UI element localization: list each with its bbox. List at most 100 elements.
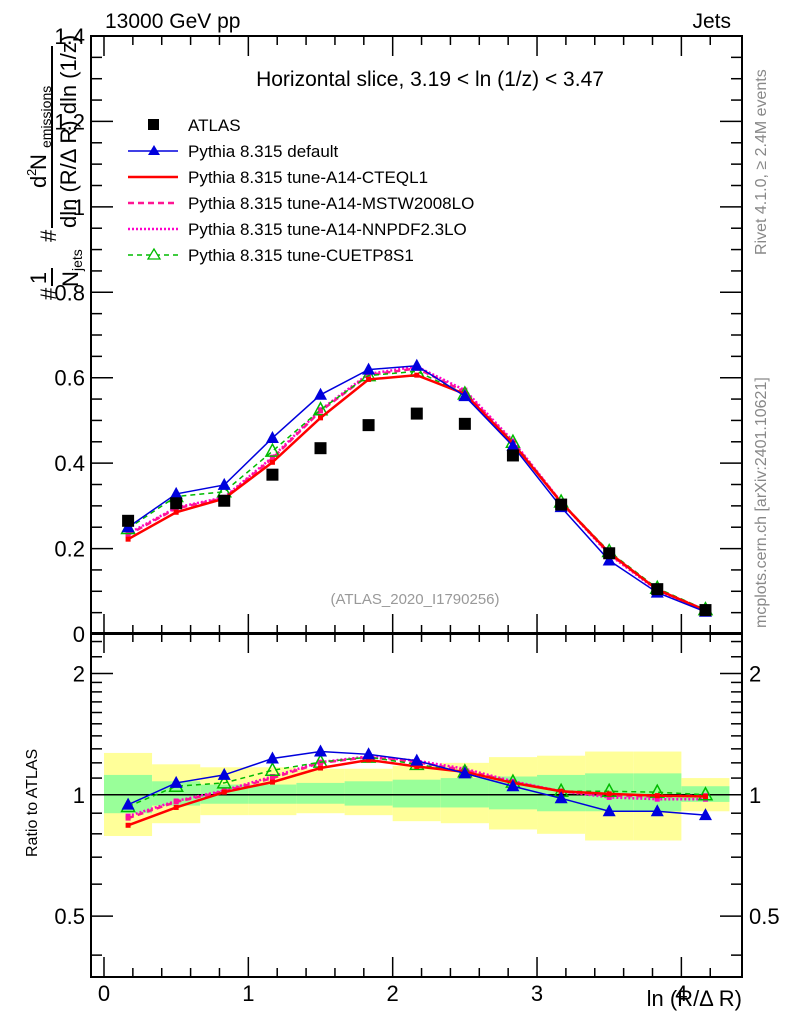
- atlas-data-point: [458, 417, 471, 430]
- ratio-band-1sigma: [344, 781, 393, 806]
- ylabel-frac1-den: N: [58, 271, 83, 287]
- atlas-data-point: [218, 494, 231, 507]
- legend-entry-label: ATLAS: [188, 116, 241, 135]
- legend-triangle-open-icon: [146, 247, 162, 260]
- main-series-line-0: [127, 364, 706, 613]
- ratio-series-0-marker: [362, 747, 376, 760]
- mcplots-source-label: mcplots.cern.ch [arXiv:2401.10621]: [753, 377, 770, 628]
- x-tick-label: 1: [242, 981, 254, 1006]
- main-y-tick-label: 1.2: [54, 109, 85, 134]
- ratio-axis-ticks: [90, 632, 743, 978]
- atlas-data-point: [603, 547, 616, 560]
- ratio-series-line-4: [127, 756, 706, 808]
- main-series-line-4: [127, 370, 706, 611]
- main-panel: 0 0.2 0.4 0.6 0.8 1 1.2 1.4 Horizontal slice, 3…: [54, 24, 743, 647]
- main-series-1-marker: [366, 376, 372, 382]
- ratio-series-1-marker: [654, 793, 660, 799]
- legend-triangle-filled-icon: [148, 145, 160, 155]
- main-y-tick-label: 0.8: [54, 280, 85, 305]
- header-collision-label: 13000 GeV pp: [105, 10, 240, 33]
- main-y-tick-label: 1.4: [54, 24, 85, 49]
- ratio-series-0-marker: [121, 797, 135, 810]
- ratio-series-1-marker: [173, 804, 179, 810]
- ratio-series-4-marker: [697, 786, 714, 801]
- ratio-series-group: [120, 744, 714, 828]
- legend: ATLAS Pythia 8.315 default Pythia 8.315 tu…: [128, 116, 474, 265]
- ratio-series-1-marker: [125, 822, 131, 828]
- main-series-1-marker: [173, 509, 179, 515]
- x-tick-label: 4: [675, 981, 687, 1006]
- ratio-band-1sigma: [296, 782, 345, 804]
- ratio-y-tick-label: 1: [73, 783, 85, 808]
- main-y-tick-labels: 0 0.2 0.4 0.6 0.8 1 1.2 1.4: [54, 24, 85, 647]
- atlas-data-point: [170, 497, 183, 510]
- ratio-plot-frame: [90, 632, 743, 978]
- ylabel-hash-1: #: [36, 287, 61, 300]
- ratio-series-4-marker: [264, 761, 281, 777]
- legend-entry-label: Pythia 8.315 tune-A14-MSTW2008LO: [188, 194, 474, 213]
- ratio-series-1-marker: [318, 765, 324, 771]
- atlas-data-point: [699, 604, 712, 617]
- chart-title: Horizontal slice, 3.19 < ln (1/z) < 3.47: [256, 68, 604, 91]
- main-series-1-marker: [269, 459, 275, 465]
- ratio-series-2-marker: [269, 775, 275, 781]
- ratio-series-0-marker: [265, 751, 279, 764]
- ratio-series-4-marker: [216, 774, 232, 789]
- main-series-2-marker: [318, 408, 324, 414]
- ratio-series-1-marker: [366, 757, 372, 763]
- main-series-0-marker: [217, 477, 231, 490]
- main-series-0-marker: [314, 387, 328, 400]
- ratio-series-3-marker: [654, 796, 660, 802]
- ylabel-frac2-num-sub: emissions: [38, 86, 54, 148]
- ratio-series-1-marker: [414, 764, 420, 770]
- ylabel-frac2-num-d: d: [26, 176, 51, 188]
- x-tick-labels: 0 1 2 3 4: [98, 981, 688, 1006]
- ratio-series-1-marker: [606, 791, 612, 797]
- main-series-line-2: [127, 367, 706, 612]
- atlas-data-point: [314, 442, 327, 455]
- atlas-data-point: [555, 498, 568, 511]
- rivet-version-label: Rivet 4.1.0, ≥ 2.4M events: [753, 69, 770, 255]
- x-tick-label: 3: [531, 981, 543, 1006]
- main-series-1-marker: [318, 415, 324, 421]
- atlas-data-point: [410, 407, 423, 420]
- ylabel-frac2-den: dln (R/Δ R) dln (1/z): [56, 35, 81, 228]
- ratio-band-1sigma: [392, 779, 441, 808]
- ratio-series-1-marker: [221, 789, 227, 795]
- ylabel-frac2-num-n: N: [26, 154, 51, 170]
- legend-entry-label: Pythia 8.315 tune-CUETP8S1: [188, 246, 414, 265]
- ratio-y-tick-label-right: 2: [749, 661, 761, 686]
- ylabel-frac1-den-sub: jets: [69, 249, 85, 272]
- main-series-group: [120, 358, 714, 617]
- main-series-0-marker: [265, 430, 279, 443]
- main-series-0-marker: [458, 389, 472, 402]
- ratio-series-1-marker: [702, 794, 708, 800]
- ratio-series-0-marker: [169, 775, 183, 788]
- atlas-data-points: [122, 407, 712, 617]
- ratio-series-1-marker: [558, 788, 564, 794]
- watermark-analysis-id: (ATLAS_2020_I1790256): [330, 591, 499, 608]
- ratio-y-tick-label-right: 0.5: [749, 904, 780, 929]
- x-axis-label: ln (R/Δ R): [647, 986, 742, 1011]
- main-series-4-marker: [264, 442, 281, 457]
- legend-atlas-marker: [148, 119, 159, 130]
- ratio-y-tick-label: 0.5: [54, 904, 85, 929]
- ratio-series-0-marker: [650, 804, 664, 817]
- main-y-axis-label: # 1 N jets # d 2 N emissions dln (R/Δ R)…: [24, 35, 85, 300]
- main-series-1-marker: [414, 372, 420, 378]
- x-tick-label: 0: [98, 981, 110, 1006]
- main-series-0-marker: [506, 439, 520, 452]
- ratio-series-0-marker: [314, 744, 328, 757]
- main-series-0-marker: [410, 358, 424, 371]
- main-series-2-marker: [269, 455, 275, 461]
- atlas-data-point: [122, 514, 135, 527]
- main-y-tick-label: 0.6: [54, 366, 85, 391]
- ratio-series-0-marker: [554, 791, 568, 804]
- main-y-tick-label: 0: [73, 622, 85, 647]
- ratio-series-1-marker: [269, 779, 275, 785]
- ratio-series-0-marker: [217, 767, 231, 780]
- header-process-label: Jets: [692, 10, 731, 33]
- ratio-band-1sigma: [440, 778, 489, 808]
- main-series-2-marker: [125, 532, 131, 538]
- ratio-series-0-marker: [506, 779, 520, 792]
